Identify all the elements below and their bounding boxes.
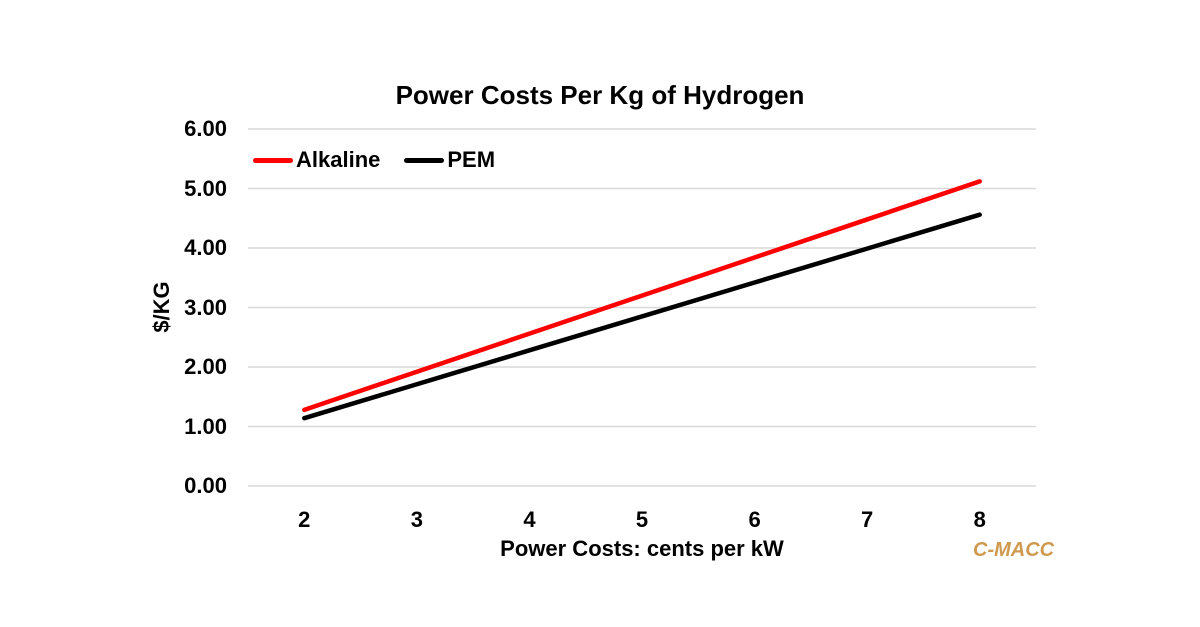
legend-item-pem: PEM (404, 148, 495, 172)
y-tick-label: 0.00 (184, 473, 227, 498)
series-line-alkaline (302, 179, 982, 413)
x-tick-label: 3 (410, 507, 423, 532)
legend-label-pem: PEM (447, 147, 496, 172)
y-axis-tick-labels: 6.00 5.00 4.00 3.00 2.00 1.00 0.00 (140, 117, 227, 498)
y-tick-label: 3.00 (184, 294, 227, 320)
x-tick-label: 8 (973, 507, 986, 532)
x-tick-label: 7 (861, 507, 874, 532)
source-watermark: C-MACC (973, 539, 1055, 561)
alkaline-line-swatch-icon (253, 157, 293, 163)
y-axis-title: $/KG (149, 281, 174, 333)
x-tick-label: 4 (523, 507, 536, 532)
pem-line-swatch-icon (404, 157, 445, 163)
series-line-pem (302, 212, 982, 421)
x-axis-tick-labels: 2 3 4 5 6 7 8 (248, 508, 1036, 532)
x-tick-label: 2 (298, 507, 311, 532)
y-tick-label: 2.00 (184, 354, 227, 379)
legend-item-alkaline: Alkaline (253, 148, 380, 172)
legend-label-alkaline: Alkaline (296, 147, 381, 172)
x-tick-label: 5 (635, 507, 649, 532)
x-axis-title: Power Costs: cents per kW (500, 536, 784, 561)
plot-area (248, 128, 1036, 487)
chart-title: Power Costs Per Kg of Hydrogen (395, 80, 805, 110)
y-tick-label: 4.00 (184, 235, 227, 260)
x-tick-label: 6 (748, 507, 761, 532)
y-tick-label: 1.00 (184, 413, 227, 439)
legend: Alkaline PEM (253, 148, 495, 172)
y-tick-label: 6.00 (184, 116, 227, 141)
y-tick-label: 5.00 (184, 175, 227, 201)
